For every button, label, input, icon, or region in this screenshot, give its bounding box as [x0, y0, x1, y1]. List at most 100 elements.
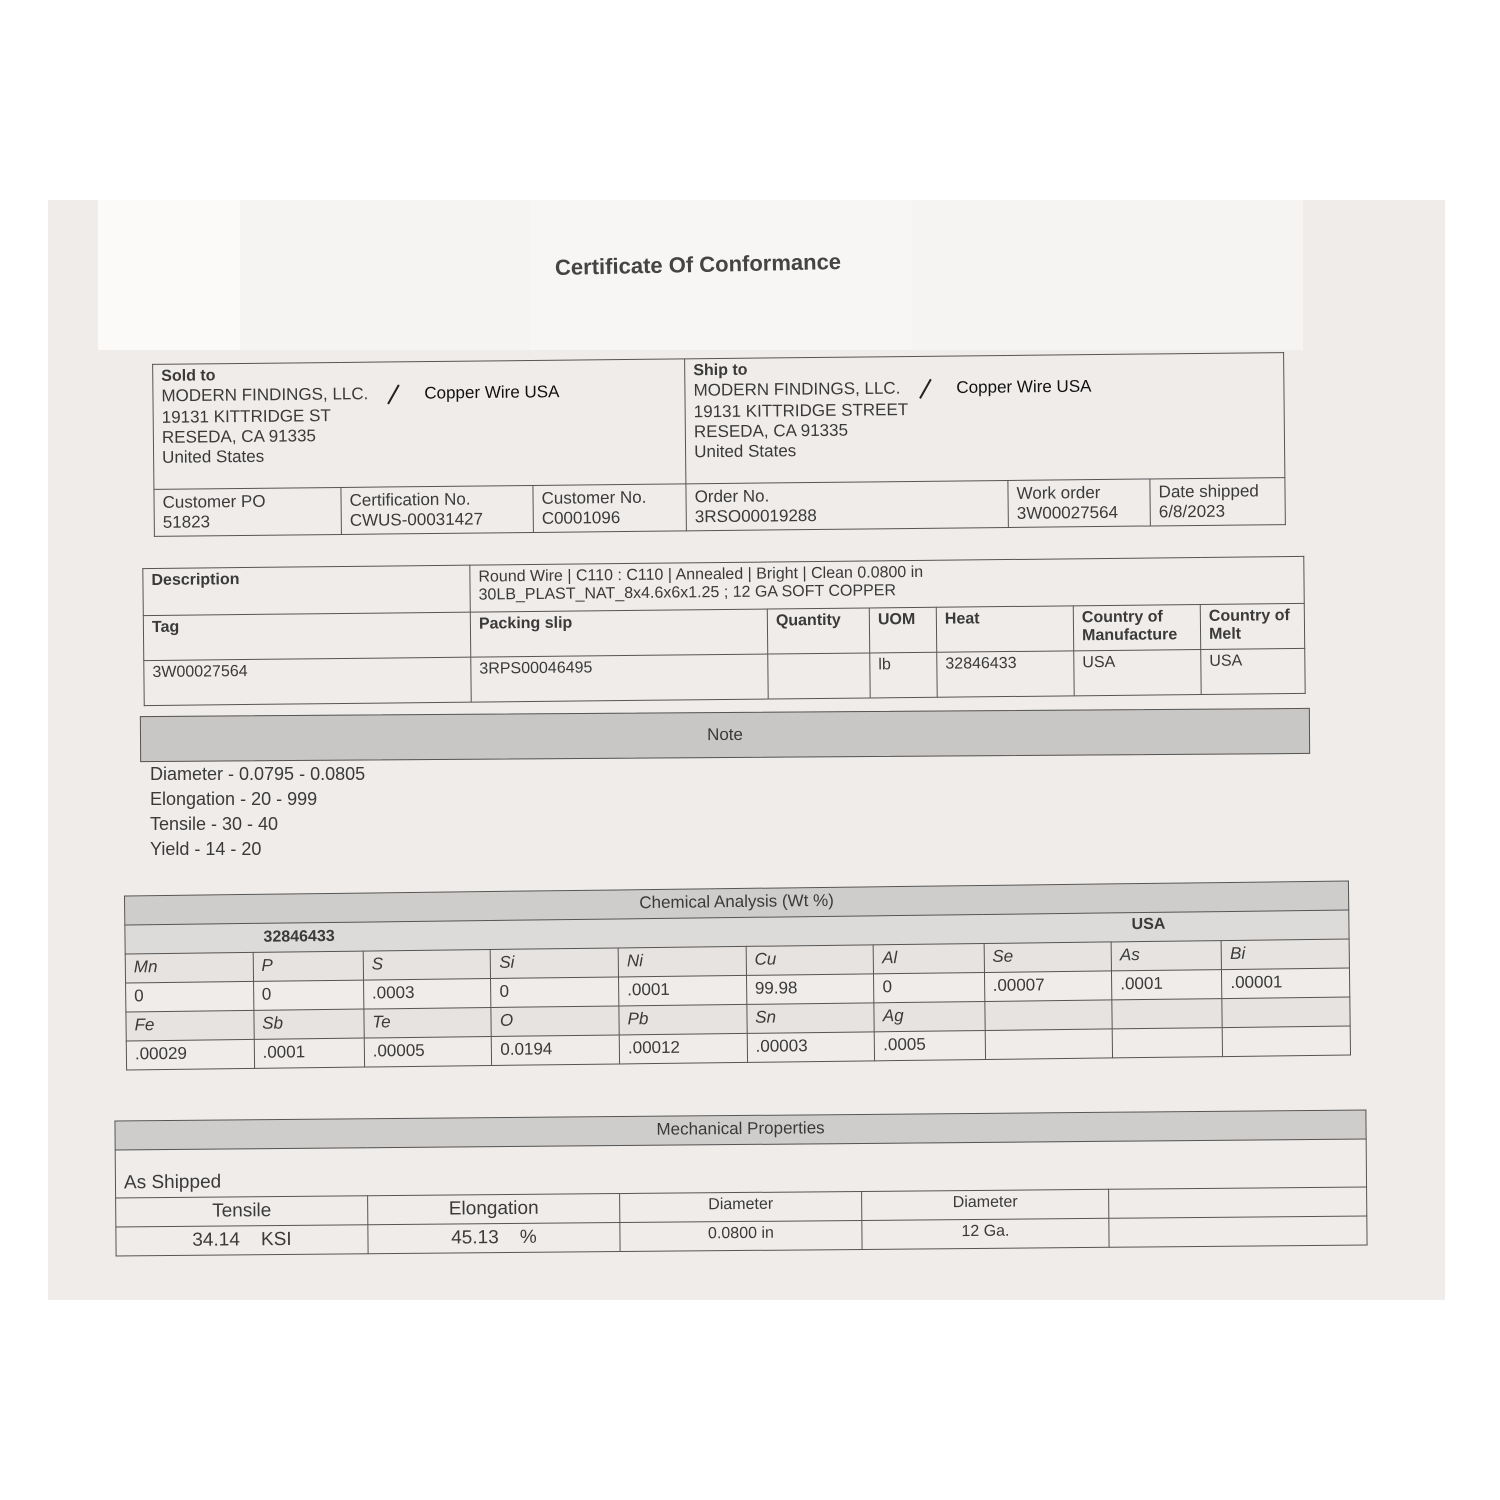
element-value: .00005 [364, 1036, 493, 1068]
diameter-ga-value: 12 Ga. [861, 1218, 1110, 1250]
chemical-analysis-table: Chemical Analysis (Wt %) 32846433 USA Mn… [124, 881, 1351, 1071]
slash-mark [387, 384, 400, 405]
work-order: Work order 3W00027564 [1007, 478, 1151, 528]
address-table: Sold to MODERN FINDINGS, LLC. Copper Wire… [152, 352, 1286, 537]
field-value: 51823 [162, 512, 211, 532]
empty-header [1108, 1187, 1367, 1219]
element-symbol: P [252, 951, 364, 982]
element-value: .0003 [363, 978, 492, 1010]
customer-po: Customer PO 51823 [153, 487, 342, 537]
element-symbol: O [491, 1005, 620, 1037]
note-diameter: Diameter - 0.0795 - 0.0805 [150, 764, 366, 784]
element-value: .0001 [253, 1038, 365, 1069]
element-value: .0001 [1111, 969, 1223, 1000]
uom-header: UOM [869, 607, 937, 653]
country-manufacture-header: Country of Manufacture [1073, 604, 1201, 651]
note-yield: Yield - 14 - 20 [150, 839, 262, 859]
chemical-heat: 32846433 [263, 927, 335, 946]
element-symbol: Pb [618, 1004, 747, 1035]
field-label: Customer No. [541, 487, 647, 508]
quantity-value [767, 652, 871, 700]
slash-mark [919, 378, 932, 399]
element-value: 99.98 [746, 973, 875, 1005]
country-manufacture-value: USA [1073, 649, 1202, 696]
quantity-header: Quantity [767, 607, 870, 655]
element-symbol: Ni [618, 946, 747, 977]
packing-slip-value: 3RPS00046495 [470, 654, 769, 703]
element-value: .00029 [126, 1039, 255, 1070]
packing-slip-header: Packing slip [470, 609, 768, 658]
field-label: Customer PO [162, 491, 266, 512]
element-value: 0 [253, 980, 364, 1011]
element-symbol: Ag [874, 1001, 985, 1032]
element-value: .00003 [746, 1031, 875, 1063]
sold-to-name: MODERN FINDINGS, LLC. [161, 384, 369, 406]
element-value: .0005 [874, 1030, 986, 1061]
note-tensile: Tensile - 30 - 40 [150, 814, 279, 834]
tag-value: 3W00027564 [143, 657, 472, 706]
note-elongation: Elongation - 20 - 999 [150, 789, 318, 809]
element-value: 0 [490, 976, 619, 1008]
element-value: 0.0194 [491, 1034, 620, 1066]
order-no: Order No. 3RSO00019288 [686, 480, 1009, 531]
diameter-ga-header: Diameter [861, 1189, 1109, 1221]
sold-to: Sold to MODERN FINDINGS, LLC. Copper Wire… [152, 358, 687, 490]
uom-value: lb [869, 652, 938, 698]
tensile-value: 34.14 KSI [115, 1224, 369, 1256]
element-value: .00007 [983, 970, 1112, 1002]
note-header: Note [139, 707, 1311, 763]
ship-to-annotation: Copper Wire USA [956, 376, 1092, 397]
heat-header: Heat [936, 605, 1074, 653]
element-value [1222, 1026, 1351, 1057]
element-symbol: Fe [125, 1010, 254, 1041]
ship-to: Ship to MODERN FINDINGS, LLC. Copper Wire… [684, 352, 1285, 484]
field-value: CWUS-00031427 [349, 509, 484, 530]
element-symbol: As [1111, 940, 1222, 971]
element-symbol: Si [490, 947, 619, 979]
redacted-area [98, 200, 240, 350]
element-value [984, 1028, 1113, 1060]
field-label: Certification No. [349, 489, 471, 510]
diameter-in-value: 0.0800 in [619, 1220, 863, 1252]
customer-no: Customer No. C0001096 [532, 483, 687, 533]
element-value: .0001 [618, 975, 747, 1006]
heat-value: 32846433 [936, 650, 1075, 698]
field-value: C0001096 [541, 508, 621, 528]
element-value: 0 [125, 981, 254, 1012]
element-symbol: Mn [125, 952, 254, 983]
field-value: 3W00027564 [1016, 502, 1119, 523]
elongation-header: Elongation [367, 1193, 620, 1225]
ship-to-name: MODERN FINDINGS, LLC. [693, 378, 901, 400]
mechanical-properties-table: Mechanical Properties As Shipped Tensile… [114, 1110, 1368, 1257]
sold-to-country: United States [162, 446, 265, 467]
country-melt-value: USA [1200, 648, 1306, 695]
description-label: Description [142, 565, 471, 616]
element-symbol: Te [363, 1007, 492, 1039]
element-value: 0 [873, 972, 985, 1003]
note-lines: Diameter - 0.0795 - 0.0805 Elongation - … [150, 762, 365, 862]
element-symbol: S [362, 949, 491, 981]
empty-value [1108, 1216, 1368, 1248]
item-table: Description Round Wire | C110 : C110 | A… [142, 556, 1306, 706]
element-symbol: Sb [253, 1009, 365, 1040]
redacted-area [530, 200, 912, 350]
sold-to-annotation: Copper Wire USA [424, 382, 560, 403]
element-symbol [1111, 998, 1223, 1029]
certification-no: Certification No. CWUS-00031427 [340, 485, 534, 535]
element-symbol [984, 999, 1113, 1031]
element-symbol: Cu [745, 944, 874, 976]
element-symbol [1222, 997, 1351, 1028]
field-value: 6/8/2023 [1158, 501, 1226, 522]
element-symbol: Bi [1221, 939, 1350, 970]
field-value: 3RSO00019288 [694, 505, 817, 527]
tag-header: Tag [143, 612, 471, 661]
chemical-country: USA [1131, 915, 1166, 934]
element-value: .00012 [619, 1033, 748, 1064]
element-value: .00001 [1221, 968, 1350, 999]
element-symbol: Se [983, 941, 1112, 973]
element-symbol: Al [873, 943, 984, 974]
element-value [1112, 1027, 1223, 1058]
tensile-header: Tensile [115, 1195, 368, 1227]
diameter-in-header: Diameter [619, 1191, 862, 1223]
field-label: Work order [1016, 483, 1101, 503]
